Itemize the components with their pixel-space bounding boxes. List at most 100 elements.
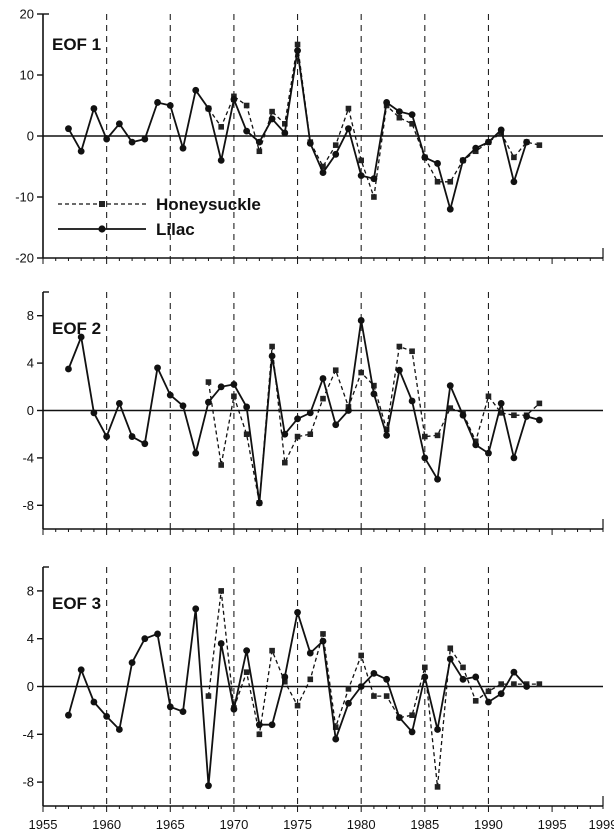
honeysuckle-point [332,142,339,148]
legend-circle-marker [98,225,106,233]
lilac-point [154,630,161,638]
lilac-point [141,135,149,143]
honeysuckle-point [498,410,504,416]
honeysuckle-point [371,382,377,389]
honeysuckle-point [243,669,250,675]
lilac-line [67,320,540,504]
lilac-point [383,431,391,439]
y-tick-label: 0 [27,403,34,418]
y-tick-label: -8 [22,498,34,513]
lilac-point [217,383,225,391]
honeysuckle-line [207,345,540,504]
lilac-point [166,391,174,399]
lilac-point [179,144,187,152]
lilac-point [128,138,136,146]
lilac-point [243,127,251,135]
lilac-point [523,138,531,146]
legend-label: Honeysuckle [156,195,261,214]
honeysuckle-point [383,426,390,433]
lilac-point [319,169,327,177]
lilac-point [205,398,212,406]
lilac-point [306,649,314,657]
lilac-point [395,714,403,721]
lilac-point [306,139,314,147]
lilac-point [523,683,531,690]
honeysuckle-point [332,367,339,374]
lilac-point [230,381,238,388]
lilac-point [103,135,111,143]
x-tick-label: 1970 [219,817,248,832]
lilac-point [128,659,136,666]
honeysuckle-point [307,431,314,437]
lilac-point [421,153,429,161]
honeysuckle-point [294,702,301,709]
lilac-point [421,673,429,681]
lilac-point [510,668,518,676]
honeysuckle-point [485,688,492,695]
panel-2: 8 4 0 -4 -8 EOF 2 [22,291,604,535]
x-tick-label: 1985 [410,817,439,832]
legend-label: Lilac [156,220,195,239]
honeysuckle-point [218,124,224,130]
lilac-point [383,99,391,106]
lilac-point [217,157,225,164]
lilac-point [192,449,200,457]
lilac-point [128,433,136,440]
lilac-point [103,712,111,720]
legend: Honeysuckle Lilac [58,195,261,239]
lilac-point [90,698,98,706]
honeysuckle-point [320,631,326,637]
honeysuckle-point [396,114,403,121]
honeysuckle-point [358,369,364,376]
lilac-point [345,699,352,707]
lilac-point [179,708,187,715]
lilac-point [434,726,441,733]
honeysuckle-point [460,664,466,671]
honeysuckle-point [231,393,237,400]
panel-label: EOF 1 [52,35,101,54]
honeysuckle-point [294,41,301,48]
honeysuckle-point [434,432,441,439]
honeysuckle-point [472,438,479,445]
lilac-point [268,721,276,729]
honeysuckle-point [332,724,339,730]
lilac-point [485,138,492,146]
x-tick-label: 1995 [538,817,567,832]
lilac-point [90,105,98,112]
honeysuckle-point [511,681,517,687]
lilac-point [332,735,340,743]
honeysuckle-point [358,652,364,659]
lilac-point [166,703,174,711]
y-tick-label: 8 [27,583,34,598]
honeysuckle-point [320,163,326,170]
lilac-point [65,365,72,373]
lilac-point [446,205,454,213]
lilac-point [294,609,301,616]
lilac-point [154,364,161,372]
lilac-point [77,147,85,155]
honeysuckle-point [511,412,517,419]
x-tick-label: 1990 [474,817,503,832]
lilac-point [459,157,467,164]
honeysuckle-point [447,645,454,652]
honeysuckle-point [345,686,352,692]
honeysuckle-point [383,693,390,699]
y-tick-label: 0 [27,679,34,694]
y-tick-label: 4 [27,631,34,646]
lilac-point [205,782,212,790]
honeysuckle-point [396,343,403,350]
y-tick-label: 4 [27,356,34,371]
honeysuckle-point [205,379,212,385]
lilac-point [281,430,289,438]
lilac-point [497,690,505,698]
lilac-point [408,728,416,736]
lilac-point [472,673,480,681]
lilac-point [192,605,200,613]
x-tick-label: 1975 [283,817,312,832]
honeysuckle-point [422,664,428,671]
honeysuckle-point [256,731,263,738]
honeysuckle-point [536,681,543,687]
honeysuckle-point [536,400,543,407]
panel-label: EOF 2 [52,319,101,338]
x-tick-label: 1960 [92,817,121,832]
